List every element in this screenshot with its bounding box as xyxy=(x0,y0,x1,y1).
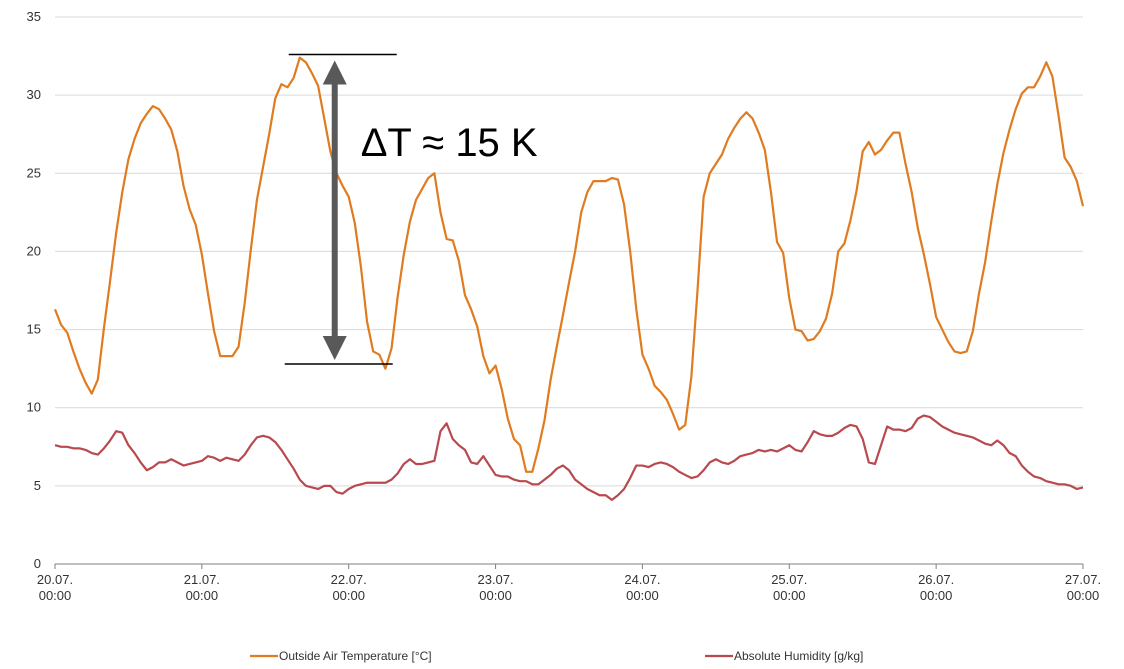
annotation-arrow-up xyxy=(322,60,347,85)
series-line-1 xyxy=(54,414,1084,502)
annotation-arrow-down xyxy=(322,335,347,360)
legend-label-0: Outside Air Temperature [°C] xyxy=(279,649,432,663)
x-tick-date-6: 26.07. xyxy=(918,572,954,587)
x-tick-time-4: 00:00 xyxy=(626,588,659,603)
y-tick-35: 35 xyxy=(27,9,41,24)
x-tick-labels: 20.07.00:0021.07.00:0022.07.00:0023.07.0… xyxy=(37,572,1101,603)
x-tick-date-7: 27.07. xyxy=(1065,572,1101,587)
series-lines xyxy=(53,56,1085,502)
y-tick-0: 0 xyxy=(34,556,41,571)
x-tick-time-0: 00:00 xyxy=(39,588,72,603)
axes xyxy=(54,563,1084,569)
grid-lines xyxy=(55,16,1083,487)
x-tick-date-4: 24.07. xyxy=(624,572,660,587)
x-tick-date-0: 20.07. xyxy=(37,572,73,587)
x-tick-time-1: 00:00 xyxy=(186,588,219,603)
x-tick-time-2: 00:00 xyxy=(332,588,365,603)
y-tick-30: 30 xyxy=(27,87,41,102)
x-tick-time-5: 00:00 xyxy=(773,588,806,603)
x-tick-time-3: 00:00 xyxy=(479,588,512,603)
y-tick-25: 25 xyxy=(27,165,41,180)
series-line-0 xyxy=(53,56,1085,473)
legend-label-1: Absolute Humidity [g/kg] xyxy=(734,649,863,663)
y-tick-10: 10 xyxy=(27,400,41,415)
annotation-label: ΔT ≈ 15 K xyxy=(361,121,538,165)
x-tick-date-5: 25.07. xyxy=(771,572,807,587)
x-tick-date-3: 23.07. xyxy=(477,572,513,587)
y-tick-5: 5 xyxy=(34,478,41,493)
x-tick-time-6: 00:00 xyxy=(920,588,953,603)
y-tick-15: 15 xyxy=(27,322,41,337)
x-tick-date-1: 21.07. xyxy=(184,572,220,587)
y-tick-20: 20 xyxy=(27,243,41,258)
x-tick-time-7: 00:00 xyxy=(1067,588,1100,603)
delta-t-annotation: ΔT ≈ 15 K xyxy=(284,53,538,365)
legend: Outside Air Temperature [°C] Absolute Hum… xyxy=(250,649,863,663)
y-tick-labels: 0 5 10 15 20 25 30 35 xyxy=(27,9,41,571)
x-tick-date-2: 22.07. xyxy=(331,572,367,587)
